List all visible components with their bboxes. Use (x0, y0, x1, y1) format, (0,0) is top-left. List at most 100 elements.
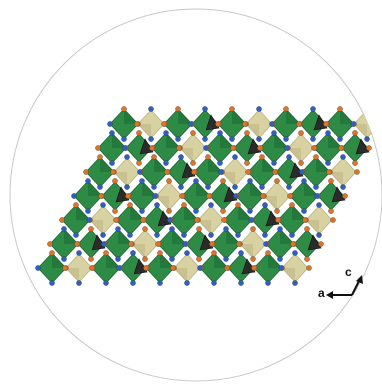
blue-atom (86, 217, 92, 223)
orange-atom (220, 178, 226, 184)
green-octahedron-face (112, 133, 126, 148)
orange-atom (88, 256, 94, 262)
green-octahedron-face (88, 181, 102, 196)
tan-octahedron-face (180, 148, 193, 162)
green-octahedron-face (304, 181, 318, 196)
orange-atom (149, 145, 155, 151)
orange-atom (157, 250, 163, 256)
blue-atom (121, 136, 127, 142)
orange-atom (62, 265, 68, 271)
orange-atom (323, 121, 329, 127)
blue-atom (208, 202, 214, 208)
orange-atom (98, 193, 104, 199)
blue-atom (107, 121, 113, 127)
blue-atom (97, 184, 103, 190)
orange-atom (113, 217, 119, 223)
orange-atom (259, 154, 265, 160)
blue-atom (278, 265, 284, 271)
blue-atom (130, 280, 136, 286)
blue-atom (211, 280, 217, 286)
orange-atom (290, 241, 296, 247)
blue-atom (277, 226, 283, 232)
blue-atom (364, 136, 370, 142)
orange-atom (366, 145, 372, 151)
blue-atom (340, 184, 346, 190)
orange-atom (166, 208, 172, 214)
orange-atom (302, 217, 308, 223)
a-axis-label: a (318, 286, 325, 300)
blue-atom (364, 106, 370, 112)
blue-atom (184, 250, 190, 256)
green-octahedron-face (52, 253, 66, 268)
blue-atom (49, 280, 55, 286)
tan-octahedron-face (330, 172, 343, 186)
blue-atom (101, 241, 107, 247)
tan-octahedron-face (174, 268, 187, 282)
black-tetrahedron (313, 114, 328, 131)
tan-octahedron-face (138, 124, 151, 138)
orange-atom (166, 178, 172, 184)
green-octahedron-face (286, 109, 300, 124)
tan-octahedron-face (156, 196, 169, 210)
green-octahedron-face (232, 109, 246, 124)
blue-atom (152, 193, 158, 199)
blue-atom (299, 169, 305, 175)
green-octahedron-face (118, 229, 132, 244)
orange-atom (47, 241, 53, 247)
orange-atom (251, 265, 257, 271)
orange-atom (205, 154, 211, 160)
orange-atom (260, 193, 266, 199)
tan-octahedron-face (246, 124, 259, 138)
green-octahedron-face (64, 229, 78, 244)
orange-atom (110, 169, 116, 175)
orange-atom (194, 217, 200, 223)
orange-atom (257, 145, 263, 151)
green-octahedron-face (280, 229, 294, 244)
black-tetrahedron (115, 186, 130, 203)
green-octahedron-face (154, 157, 168, 172)
blue-atom (248, 217, 254, 223)
tan-octahedron-face (198, 220, 211, 234)
blue-atom (217, 130, 223, 136)
blue-atom (286, 184, 292, 190)
orange-atom (179, 193, 185, 199)
tan-octahedron-face (306, 220, 319, 234)
blue-atom (289, 232, 295, 238)
orange-atom (236, 241, 242, 247)
blue-atom (313, 184, 319, 190)
orange-atom (318, 241, 324, 247)
blue-atom (169, 256, 175, 262)
blue-atom (103, 280, 109, 286)
blue-atom (197, 265, 203, 271)
blue-atom (178, 154, 184, 160)
blue-atom (310, 106, 316, 112)
blue-atom (271, 130, 277, 136)
blue-atom (85, 178, 91, 184)
orange-atom (74, 241, 80, 247)
green-octahedron-face (130, 205, 144, 220)
blue-atom (148, 106, 154, 112)
blue-atom (232, 154, 238, 160)
orange-atom (140, 217, 146, 223)
orange-atom (196, 256, 202, 262)
blue-atom (202, 136, 208, 142)
orange-atom (313, 154, 319, 160)
orange-atom (206, 193, 212, 199)
orange-atom (112, 178, 118, 184)
blue-atom (205, 184, 211, 190)
green-octahedron-face (184, 205, 198, 220)
blue-atom (203, 145, 209, 151)
green-octahedron-face (76, 205, 90, 220)
orange-atom (244, 160, 250, 166)
orange-atom (274, 178, 280, 184)
orange-atom (326, 169, 332, 175)
orange-atom (143, 265, 149, 271)
blue-atom (202, 106, 208, 112)
black-tetrahedron (265, 210, 280, 227)
orange-atom (89, 265, 95, 271)
blue-atom (109, 160, 115, 166)
black-tetrahedron (91, 234, 106, 251)
orange-atom (245, 169, 251, 175)
blue-atom (139, 178, 145, 184)
orange-atom (298, 130, 304, 136)
